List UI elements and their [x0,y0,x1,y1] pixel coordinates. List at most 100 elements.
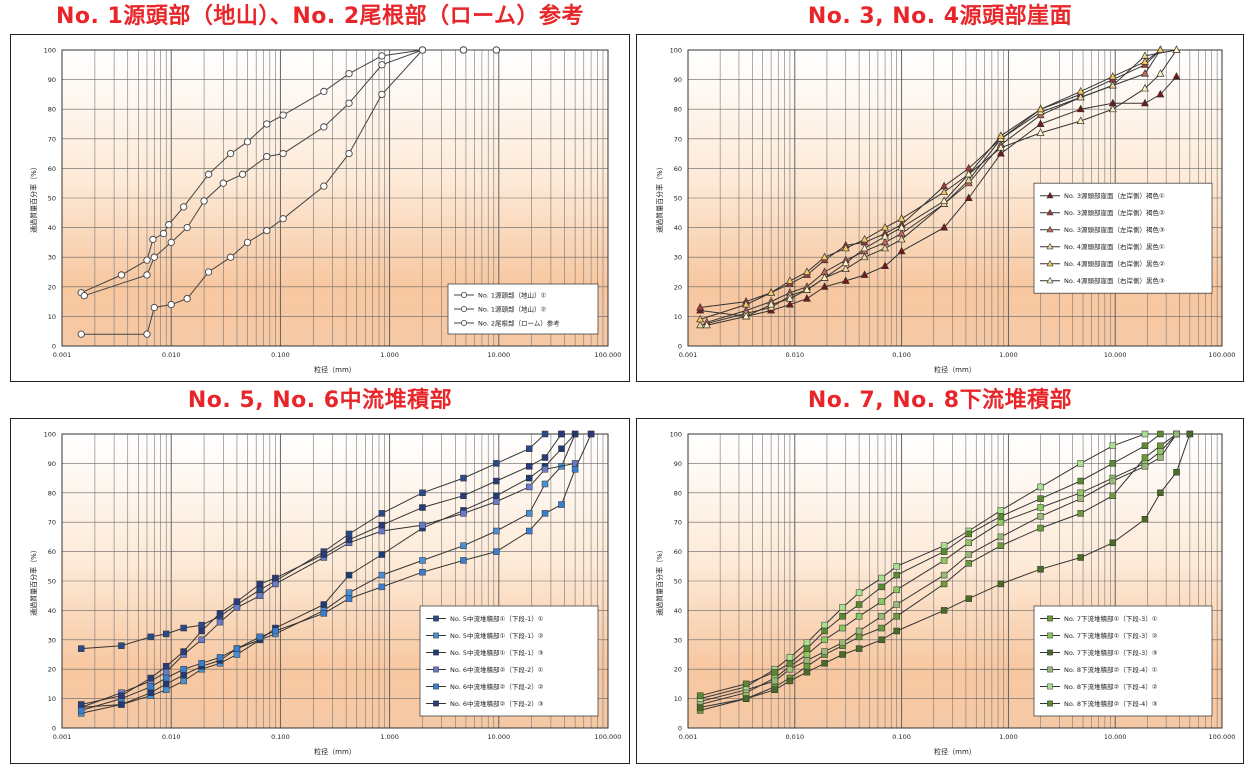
data-point [1141,516,1149,523]
data-point [786,660,794,667]
data-point [940,187,949,196]
data-point [964,175,973,184]
data-point [855,633,863,641]
x-tick-label: 0.010 [162,351,181,359]
x-tick-label: 10.000 [1104,351,1127,359]
data-point [839,651,846,658]
x-tick-label: 0.100 [892,733,911,741]
y-axis-label: 通過質量百分率（%） [655,546,664,616]
data-point [272,574,279,582]
data-point [1157,489,1164,497]
data-point [493,477,500,485]
data-point [1109,442,1117,450]
x-tick-label: 1.000 [380,351,399,359]
data-point [940,607,948,614]
data-point [180,677,187,685]
data-point [839,613,846,620]
data-point [419,557,426,564]
data-point [821,636,828,644]
data-point [1173,468,1180,476]
chart-title: No. 7, No. 8下流堆積部 [807,388,1073,413]
y-tick-label: 100 [44,47,56,55]
data-point [821,621,828,629]
data-point [165,220,173,229]
data-point [1109,492,1117,499]
data-point [1077,554,1084,561]
data-point [180,671,187,679]
y-tick-label: 0 [52,725,56,733]
legend-label: No. 6中流堆積部②（下段-2）① [450,665,544,674]
data-point [167,238,175,247]
data-point [263,152,271,161]
y-tick-label: 0 [52,343,56,351]
data-point [893,601,900,608]
data-point [803,663,811,670]
data-point [855,613,863,620]
data-point [378,521,386,529]
data-point [860,270,869,278]
data-point [419,568,426,576]
plot-border [61,49,609,347]
data-point [820,273,829,281]
y-tick-label: 40 [674,607,682,615]
data-point [1140,83,1149,92]
legend-item: No. 4源頭部崖面（右岸側）黒色② [1040,259,1165,268]
legend-marker [433,683,439,690]
data-point [493,492,500,499]
legend-label: No. 7下流堆積部①（下段-3）② [1064,631,1158,640]
data-point [118,642,125,649]
data-point [183,294,191,303]
chart-svg: 0 10 20 30 40 50 60 70 80 90 100 0.001 0.010 0.100 1.0… [29,46,621,374]
data-point [150,253,158,261]
data-point [243,138,252,146]
y-tick-label: 10 [48,313,56,321]
x-tick-label: 0.100 [271,733,290,741]
chart-panel-3: No. 5, No. 6中流堆積部 0 10 20 30 40 50 60 70 80 90 100… [10,384,630,764]
data-point [767,300,776,308]
data-point [964,193,973,201]
data-point [1037,495,1044,502]
data-point [216,610,224,617]
data-point [320,182,328,190]
data-point [839,624,846,632]
data-point [460,557,467,564]
data-point [378,527,386,535]
data-point [1077,495,1084,502]
data-point [771,668,779,676]
legend-item: No. 6中流堆積部②（下段-2）① [426,665,544,674]
x-tick-label: 0.001 [53,351,72,359]
legend-label: No. 2尾根部（ローム）参考 [478,319,560,328]
data-point [878,636,885,644]
data-point [940,580,948,588]
data-point [1037,513,1044,520]
data-point [541,454,549,461]
data-point [320,87,328,96]
data-point [1157,454,1164,461]
data-point [742,695,750,702]
legend-item: No. 8下流堆積部②（下段-4）② [1040,682,1158,691]
data-point [1077,477,1084,485]
data-point [696,302,705,311]
data-point [162,674,170,682]
data-point [803,639,811,646]
data-point [118,692,125,699]
chart-panel-1: No. 1源頭部（地山）、No. 2尾根部（ローム）参考 0 10 20 30 40 50… [10,0,630,382]
data-point [841,264,850,272]
data-point [493,527,500,535]
legend-label: No. 8下流堆積部②（下段-4）③ [1064,699,1158,708]
legend-label: No. 8下流堆積部②（下段-4）② [1064,682,1158,691]
data-point [964,169,973,178]
data-point [1157,442,1164,450]
data-point [1037,483,1044,491]
data-point [525,527,533,535]
data-point [147,689,155,696]
data-point [1076,92,1085,101]
series-line [84,49,497,297]
data-point [1172,72,1181,80]
data-point [233,604,241,611]
data-point [541,430,549,438]
data-point [198,621,205,629]
data-point [279,149,287,158]
y-tick-label: 50 [674,578,682,586]
data-point [897,223,906,231]
